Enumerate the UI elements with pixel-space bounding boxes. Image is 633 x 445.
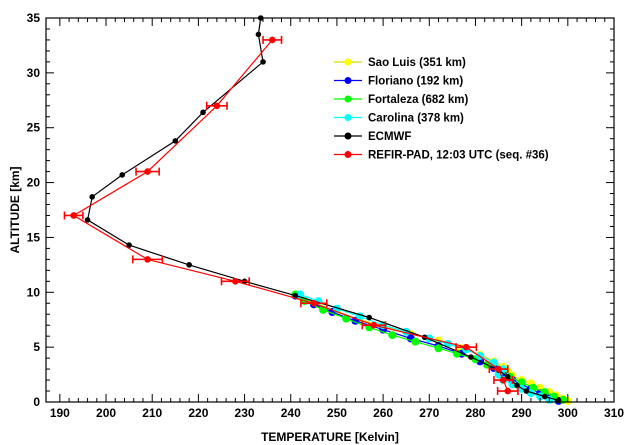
x-tick-label: 240	[281, 406, 301, 420]
y-tick-label: 20	[27, 176, 41, 190]
data-point	[144, 168, 151, 175]
legend-label: Carolina (378 km)	[368, 113, 464, 125]
y-tick-label: 10	[27, 285, 41, 299]
data-point	[70, 212, 78, 219]
x-tick-label: 200	[96, 406, 116, 420]
data-point	[499, 376, 507, 384]
data-point	[172, 138, 179, 144]
x-axis-label: TEMPERATURE [Kelvin]	[261, 430, 399, 444]
data-point	[495, 365, 502, 373]
data-point	[411, 337, 420, 346]
x-tick-label: 270	[419, 406, 439, 420]
data-point	[517, 378, 526, 387]
x-tick-label: 190	[50, 406, 70, 420]
legend-swatch-marker	[344, 77, 352, 84]
data-point	[260, 59, 266, 65]
x-tick-label: 280	[465, 406, 485, 420]
data-point	[126, 242, 132, 248]
series-line	[72, 39, 509, 392]
data-point	[504, 373, 511, 380]
legend-label: Floriano (192 km)	[368, 76, 463, 88]
data-point	[462, 343, 470, 351]
data-point	[366, 314, 373, 321]
x-tick-label: 300	[558, 406, 578, 420]
legend-item-floriano-192-km: Floriano (192 km)	[334, 76, 463, 88]
x-tick-label: 260	[373, 406, 393, 420]
data-point	[89, 194, 95, 200]
x-tick-label: 250	[327, 406, 347, 420]
data-point	[84, 217, 91, 223]
plot-frame	[45, 17, 615, 403]
y-axis-label: ALTITUDE [km]	[8, 166, 22, 253]
y-tick-label: 30	[27, 66, 41, 80]
data-point	[186, 262, 192, 268]
legend-swatch-marker	[344, 151, 352, 158]
legend-item-ecmwf: ECMWF	[334, 131, 411, 143]
data-point	[200, 109, 206, 116]
data-point	[119, 172, 125, 178]
legend-swatch-marker	[344, 95, 352, 103]
series-ecmwf	[84, 15, 562, 404]
data-point	[268, 36, 276, 44]
y-tick-label: 25	[27, 121, 41, 135]
data-point	[523, 388, 530, 394]
legend-swatch-marker	[344, 132, 352, 140]
data-point	[468, 354, 474, 360]
data-point	[541, 393, 548, 400]
series-layer	[63, 15, 572, 405]
legend-swatch-marker	[344, 114, 352, 121]
data-point	[388, 331, 397, 340]
data-point	[213, 102, 221, 110]
legend-item-sao-luis-351-km: Sao Luis (351 km)	[334, 57, 466, 69]
data-point	[310, 299, 318, 307]
x-tick-label: 310	[604, 406, 624, 420]
data-point	[434, 344, 443, 353]
legend-swatch-marker	[344, 58, 352, 66]
data-point	[370, 321, 378, 329]
x-tick-label: 230	[235, 406, 255, 420]
x-tick-label: 220	[188, 406, 208, 420]
data-point	[255, 31, 262, 38]
legend-label: ECMWF	[368, 131, 411, 143]
data-point	[342, 314, 351, 323]
data-point	[504, 387, 512, 395]
legend-label: Fortaleza (682 km)	[368, 94, 469, 106]
x-tick-label: 210	[142, 406, 162, 420]
legend-item-carolina-378-km: Carolina (378 km)	[334, 113, 464, 125]
y-tick-label: 35	[27, 11, 41, 25]
y-tick-label: 15	[27, 230, 41, 244]
data-point	[232, 278, 239, 285]
legend-item-fortaleza-682-km: Fortaleza (682 km)	[334, 94, 469, 106]
legend-item-refir-pad-12-03-utc-seq-36: REFIR-PAD, 12:03 UTC (seq. #36)	[334, 150, 549, 162]
data-point	[292, 292, 299, 299]
series-refir-pad-12-03-utc-seq-36	[63, 35, 519, 396]
legend-label: Sao Luis (351 km)	[368, 57, 466, 69]
legend: Sao Luis (351 km) Floriano (192 km) Fortal…	[334, 57, 549, 162]
y-tick-label: 5	[33, 340, 40, 354]
y-tick-label: 0	[33, 395, 40, 409]
x-tick-label: 290	[512, 406, 532, 420]
axis-ticks: 190 200 210 220 230 240 250 260 270 280 290 300 310 0…	[27, 11, 625, 420]
series-line	[86, 17, 559, 401]
data-point	[144, 256, 151, 263]
data-point	[514, 382, 520, 389]
legend-label: REFIR-PAD, 12:03 UTC (seq. #36)	[368, 150, 549, 162]
